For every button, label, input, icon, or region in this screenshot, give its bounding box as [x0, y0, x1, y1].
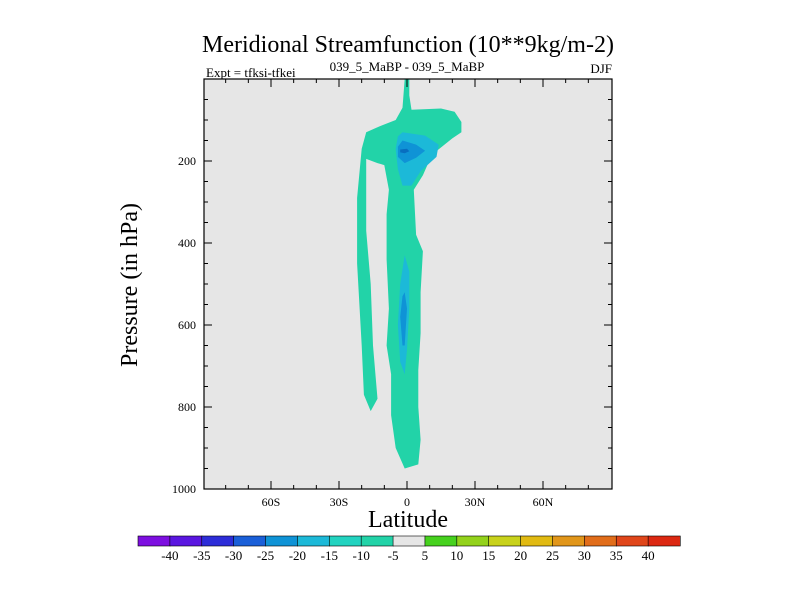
colorbar-label: 20 [514, 548, 527, 563]
colorbar-box [456, 535, 490, 547]
y-axis-label: Pressure (in hPa) [117, 203, 143, 367]
colorbar-label: -15 [321, 548, 338, 563]
contour-layer [357, 79, 462, 469]
colorbar-box [297, 535, 330, 547]
colorbar-label: -25 [257, 548, 274, 563]
x-tick-label: 60S [262, 495, 281, 509]
colorbar-box [615, 535, 649, 547]
y-tick-label: 800 [178, 400, 196, 414]
colorbar-box [265, 535, 299, 547]
season-label: DJF [590, 61, 612, 76]
colorbar-label: -40 [161, 548, 178, 563]
colorbar-box [520, 535, 554, 547]
colorbar-label: 35 [610, 548, 623, 563]
colorbar-label: -20 [289, 548, 306, 563]
colorbar: -40 -35 -30 -25 -20 -15 -10 -5 5 10 15 20 25 30 35 40 [137, 535, 681, 563]
colorbar-box [424, 535, 458, 547]
y-tick-label: 600 [178, 318, 196, 332]
colorbar-box [392, 535, 426, 547]
colorbar-box [584, 535, 617, 547]
chart-title: Meridional Streamfunction (10**9kg/m-2) [202, 32, 614, 58]
colorbar-box [552, 535, 585, 547]
colorbar-label: -10 [353, 548, 370, 563]
colorbar-box [360, 535, 394, 547]
colorbar-box [488, 535, 522, 547]
colorbar-box [328, 535, 362, 547]
y-tick-label: 200 [178, 154, 196, 168]
colorbar-box [137, 535, 171, 547]
contour-region-4 [397, 140, 426, 164]
period-label: 039_5_MaBP - 039_5_MaBP [330, 59, 485, 74]
x-tick-label: 30N [465, 495, 486, 509]
x-axis-ticks: 60S 30S 0 30N 60N [225, 79, 589, 509]
colorbar-label: 15 [482, 548, 495, 563]
colorbar-label: 5 [422, 548, 429, 563]
x-axis-label: Latitude [368, 507, 448, 533]
colorbar-box [233, 535, 267, 547]
colorbar-label: -35 [193, 548, 210, 563]
y-axis-ticks: 200 400 600 800 1000 [172, 99, 612, 496]
colorbar-label: 30 [578, 548, 591, 563]
colorbar-box [201, 535, 235, 547]
colorbar-label: -30 [225, 548, 242, 563]
contour-region-6 [400, 148, 410, 154]
colorbar-box [169, 535, 203, 547]
x-tick-label: 60N [533, 495, 554, 509]
contour-region-5 [400, 292, 407, 346]
colorbar-label: 25 [546, 548, 559, 563]
colorbar-box [647, 535, 681, 547]
y-tick-label: 1000 [172, 482, 196, 496]
y-tick-label: 400 [178, 236, 196, 250]
colorbar-label: 10 [450, 548, 463, 563]
experiment-label: Expt = tfksi-tfkei [206, 65, 296, 80]
colorbar-label: 40 [642, 548, 655, 563]
colorbar-label: -5 [388, 548, 399, 563]
x-tick-label: 30S [330, 495, 349, 509]
x-tick-label: 0 [404, 495, 410, 509]
